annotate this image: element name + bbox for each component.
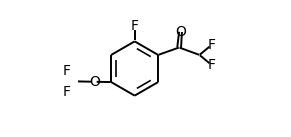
Text: F: F (208, 58, 216, 72)
Text: F: F (63, 64, 71, 78)
Text: F: F (208, 38, 216, 52)
Text: O: O (175, 25, 186, 39)
Text: O: O (89, 75, 100, 89)
Text: F: F (131, 19, 139, 33)
Text: F: F (63, 85, 71, 99)
